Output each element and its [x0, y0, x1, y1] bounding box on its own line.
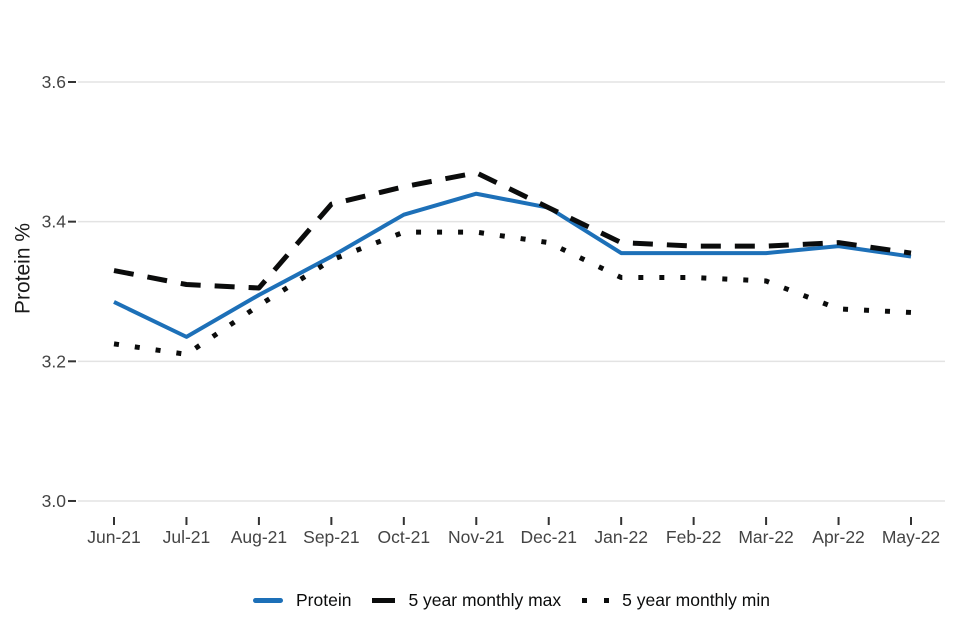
legend-item-protein: Protein — [253, 590, 351, 611]
legend-label-protein: Protein — [296, 589, 352, 610]
x-tick-label: Jul-21 — [163, 527, 211, 547]
series-line-solid — [113, 191, 912, 339]
legend-item-min: 5 year monthly min — [582, 590, 770, 611]
x-tick-label: Nov-21 — [448, 527, 504, 547]
y-tick-label: 3.6 — [42, 72, 66, 92]
legend: Protein 5 year monthly max 5 year monthl… — [78, 587, 945, 613]
x-tick-label: Aug-21 — [231, 527, 287, 547]
legend-label-min: 5 year monthly min — [622, 589, 770, 610]
x-tick-label: Apr-22 — [812, 527, 865, 547]
x-tick-label: Dec-21 — [521, 527, 577, 547]
max-dash-swatch — [372, 597, 396, 603]
min-dots-swatch — [582, 597, 610, 603]
y-axis-title: Protein % — [11, 222, 35, 315]
x-tick-label: May-22 — [882, 527, 940, 547]
legend-item-max: 5 year monthly max — [372, 590, 561, 611]
y-tick-label: 3.0 — [42, 491, 67, 511]
x-tick-label: Mar-22 — [738, 527, 793, 547]
y-tick-label: 3.4 — [42, 212, 67, 232]
legend-label-max: 5 year monthly max — [408, 589, 562, 610]
x-tick-label: Feb-22 — [666, 527, 721, 547]
x-tick-label: Jun-21 — [87, 527, 141, 547]
series-line-dashed — [113, 170, 912, 291]
protein-line-swatch — [253, 597, 283, 603]
x-tick-label: Oct-21 — [378, 527, 431, 547]
y-tick-label: 3.2 — [42, 351, 66, 371]
x-tick-label: Sep-21 — [303, 527, 359, 547]
x-tick-label: Jan-22 — [594, 527, 648, 547]
